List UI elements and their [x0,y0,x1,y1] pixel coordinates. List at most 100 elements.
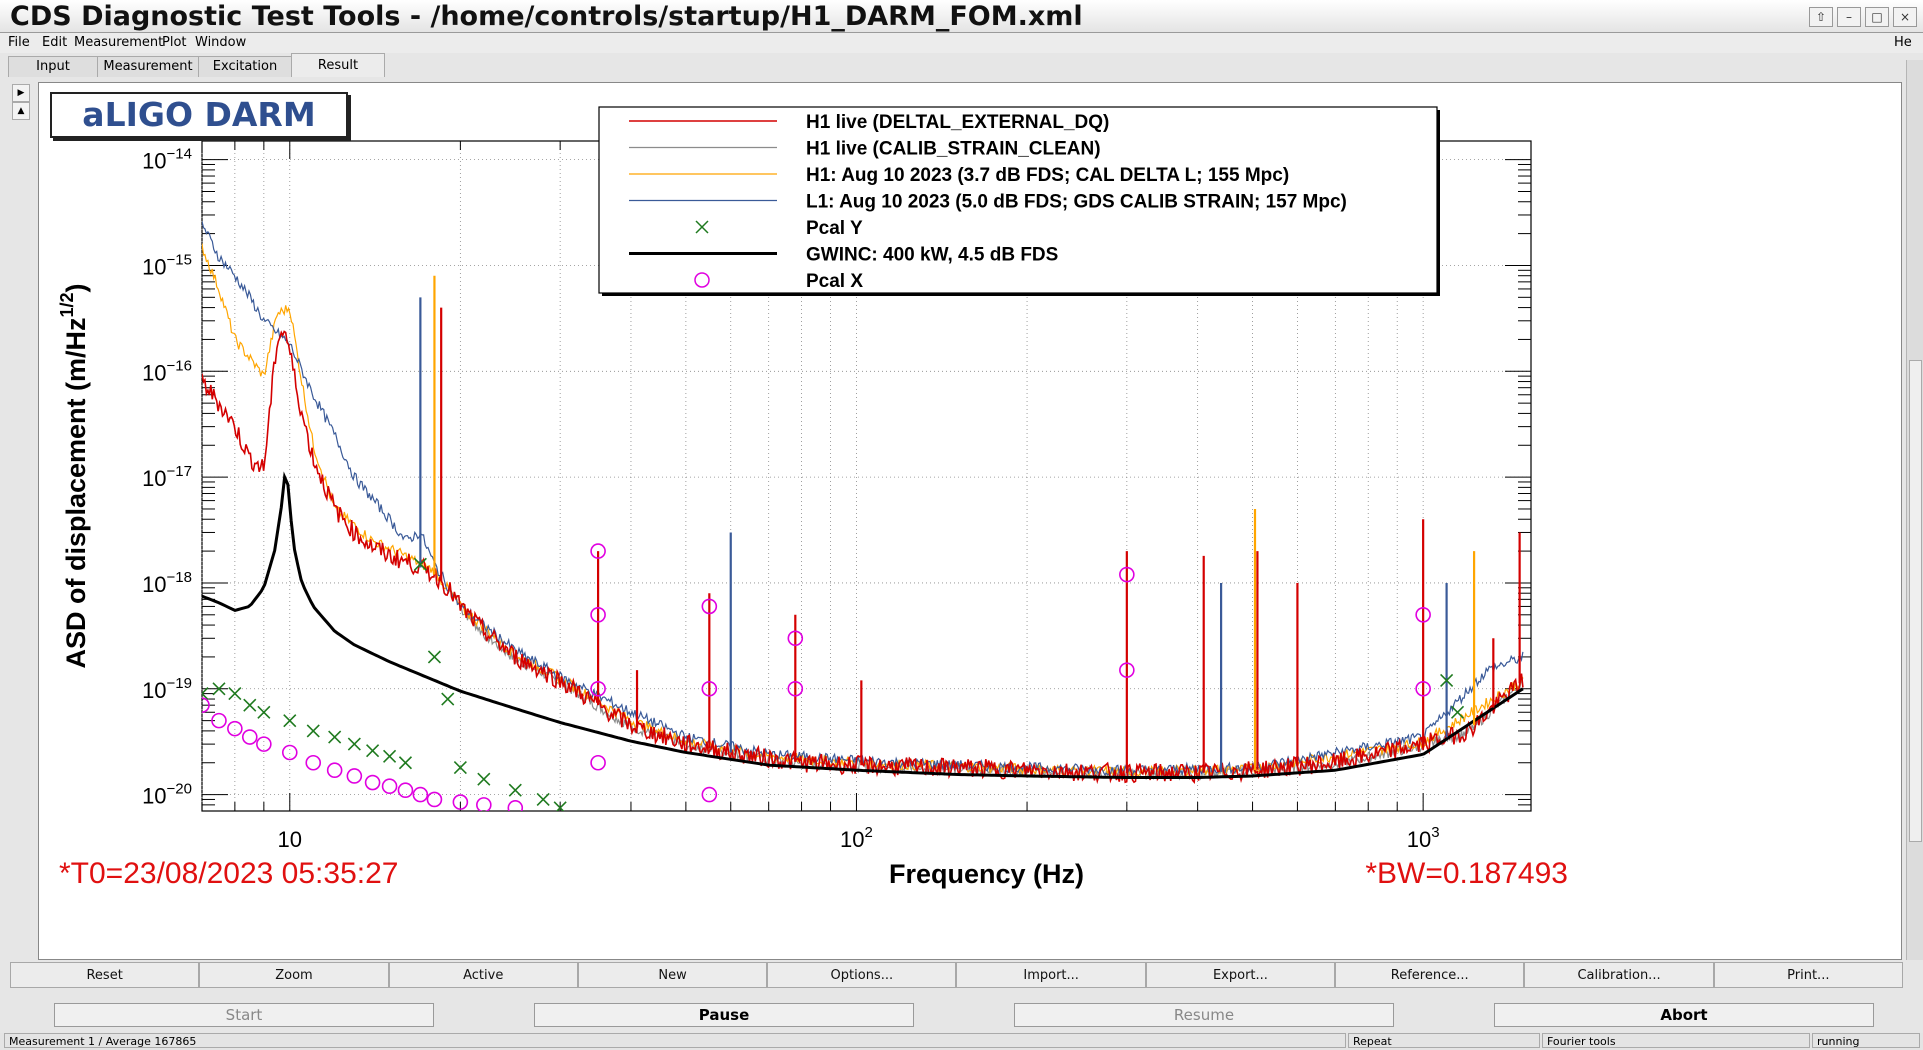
print-button[interactable]: Print... [1713,962,1903,988]
menu-window[interactable]: Window [195,35,247,50]
pcal-y-marker [328,730,342,744]
reference-button[interactable]: Reference... [1335,962,1525,988]
pcal-y-marker [257,705,271,719]
legend-entry: H1 live (DELTAL_EXTERNAL_DQ) [806,112,1109,133]
tab-input[interactable]: Input [8,56,98,77]
scroll-up-icon[interactable]: ▲ [12,102,30,120]
zoom-button[interactable]: Zoom [199,962,389,988]
pcal-x-marker [476,797,492,811]
scroll-right-icon[interactable]: ▶ [12,84,30,102]
pcal-x-marker [787,680,804,697]
pcal-x-marker [326,762,343,779]
pcal-y-marker [398,756,413,770]
pcal-x-marker [381,778,398,795]
new-button[interactable]: New [577,962,768,988]
x-tick-label: 103 [1407,824,1440,852]
abort-button[interactable]: Abort [1494,1003,1874,1027]
x-tick-label: 10 [278,827,302,852]
pcal-x-marker [507,800,524,811]
pcal-y-marker [1450,705,1465,719]
pcal-x-marker [1415,680,1431,697]
pcal-x-marker [590,754,606,771]
shade-button[interactable]: ⇧ [1809,7,1833,27]
y-tick-label: 10−14 [142,146,192,174]
pcal-x-marker [412,786,429,803]
y-axis-label: ASD of displacement (m/Hz1/2) [57,283,91,668]
pcal-x-marker [202,697,210,713]
series-line-1 [460,607,1524,781]
control-row: Start Pause Resume Abort [0,1003,1923,1027]
pcal-y-marker [413,557,427,571]
pcal-y-marker [553,801,567,811]
maximize-button[interactable]: □ [1865,7,1889,27]
calibration-button[interactable]: Calibration... [1524,962,1714,988]
legend-swatch [695,220,709,234]
scroll-thumb[interactable] [1909,360,1922,842]
status-state: running [1812,1033,1920,1048]
series-line-3 [202,221,1524,778]
panel-scroll: ▶ ▲ [12,84,30,120]
tab-result[interactable]: Result [291,53,385,77]
legend-entry: H1 live (CALIB_STRAIN_CLEAN) [806,139,1101,160]
pcal-y-marker [477,772,491,786]
pcal-y-marker [347,737,361,751]
tab-bar: Input Measurement Excitation Result [8,53,385,78]
y-tick-label: 10−18 [142,569,192,597]
pause-button[interactable]: Pause [534,1003,914,1027]
pcal-x-marker [346,768,363,784]
plot-label: aLIGO DARM [50,92,348,138]
legend-entry: GWINC: 400 kW, 4.5 dB FDS [806,245,1058,266]
right-scrollbar[interactable] [1906,60,1923,960]
tab-excitation[interactable]: Excitation [198,56,292,77]
options-button[interactable]: Options... [767,962,957,988]
pcal-y-marker [212,682,226,696]
pcal-x-marker [426,791,443,808]
active-button[interactable]: Active [388,962,578,988]
pcal-y-marker [427,650,442,664]
plot-canvas: 10 102 103 10−14 10−15 10−16 10−17 10−18 10−19 10… [38,82,1902,960]
pcal-x-marker [701,598,718,615]
legend-entry: Pcal X [806,271,863,292]
menu-measurement[interactable]: Measurement [74,35,164,50]
legend-entry: H1: Aug 10 2023 (3.7 dB FDS; CAL DELTA L… [806,165,1289,186]
window-title: CDS Diagnostic Test Tools - /home/contro… [10,1,1083,32]
pcal-y-marker [243,698,257,712]
pcal-y-marker [508,783,522,797]
y-tick-label: 10−19 [142,675,192,703]
pcal-y-marker [536,792,550,807]
y-tick-label: 10−15 [142,251,192,279]
y-tick-label: 10−17 [142,463,192,491]
pcal-x-marker [452,794,469,810]
menu-help[interactable]: He [1894,35,1912,50]
pcal-x-marker [590,543,606,559]
pcal-x-marker [701,786,718,803]
pcal-y-marker [453,761,467,775]
pcal-y-marker [202,687,209,701]
pcal-x-marker [241,729,258,745]
close-button[interactable]: × [1893,7,1917,27]
menu-file[interactable]: File [8,35,30,50]
menu-plot[interactable]: Plot [162,35,187,50]
menu-bar: File Edit Measurement Plot Window He [0,33,1923,53]
pcal-x-marker [305,754,322,771]
pcal-y-marker [1440,673,1454,687]
asd-chart: 10 102 103 10−14 10−15 10−16 10−17 10−18 10−19 10… [57,106,1568,890]
resume-button[interactable]: Resume [1014,1003,1394,1027]
legend-entry: Pcal Y [806,218,863,239]
pcal-x-marker [256,736,272,752]
y-tick-label: 10−16 [142,357,192,385]
minimize-button[interactable]: – [1837,7,1861,27]
import-button[interactable]: Import... [956,962,1146,988]
export-button[interactable]: Export... [1145,962,1336,988]
tab-measurement[interactable]: Measurement [97,56,199,77]
reset-button[interactable]: Reset [10,962,200,988]
start-button[interactable]: Start [54,1003,434,1027]
legend-swatch [694,272,710,288]
pcal-x-marker [590,607,606,623]
pcal-y-marker [441,692,455,706]
menu-edit[interactable]: Edit [42,35,68,50]
legend-entry: L1: Aug 10 2023 (5.0 dB FDS; GDS CALIB S… [806,192,1347,213]
t0-annotation: *T0=23/08/2023 05:35:27 [59,857,398,890]
pcal-x-marker [787,630,804,647]
x-tick-label: 102 [840,824,873,852]
